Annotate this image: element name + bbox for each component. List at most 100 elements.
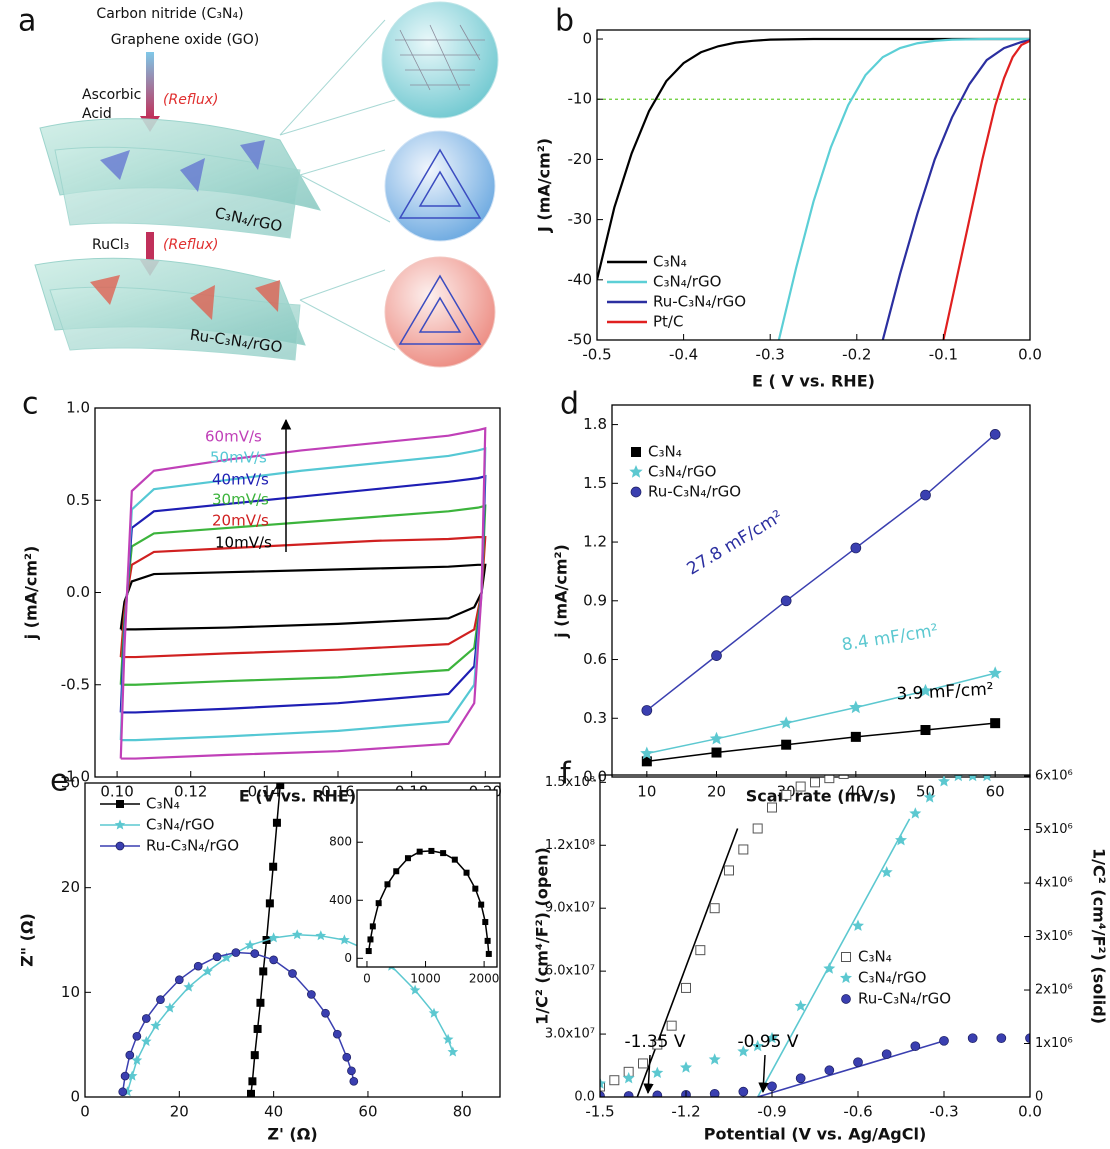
y-tick-label: 0.6	[583, 650, 607, 668]
data-point	[482, 919, 489, 926]
series-label: 60mV/s	[205, 428, 262, 446]
plot-area	[118, 783, 459, 1097]
panel-label: b	[555, 4, 574, 39]
legend-label: C₃N₄	[648, 443, 682, 461]
annotation: -1.35 V	[624, 1032, 685, 1052]
legend-label: C₃N₄/rGO	[858, 969, 926, 987]
data-point	[125, 1050, 135, 1060]
y2-tick-label: 4x10⁶	[1035, 876, 1073, 891]
data-point	[779, 716, 793, 729]
y-axis-title: J (mA/cm²)	[535, 138, 554, 233]
series-line	[121, 951, 355, 1092]
data-point	[823, 962, 836, 974]
y-axis-title: 1/C² (cm⁴/F²) (open)	[533, 847, 552, 1025]
lattice	[398, 274, 482, 345]
data-point	[849, 700, 863, 714]
arrow	[643, 1054, 654, 1095]
x-tick-label: 60	[986, 783, 1005, 801]
condition: (Reflux)	[163, 92, 218, 108]
data-point	[938, 775, 950, 787]
y-tick-label: 1.5	[583, 474, 607, 492]
x-tick-label: 80	[453, 1103, 472, 1121]
data-point	[428, 847, 435, 854]
data-point	[880, 866, 893, 878]
data-point	[349, 1076, 359, 1086]
data-point	[711, 747, 722, 758]
data-point	[600, 1091, 605, 1097]
y-tick-label: -40	[568, 270, 593, 288]
panel-label: c	[22, 387, 39, 422]
x-axis-title: E (V vs. RHE)	[239, 787, 356, 806]
legend-label: C₃N₄	[146, 795, 180, 813]
data-point	[967, 1033, 978, 1044]
data-point	[248, 1077, 257, 1086]
x-axis-title: Z' (Ω)	[267, 1125, 317, 1144]
y-tick-label: 1.8	[583, 415, 607, 433]
data-point	[781, 739, 792, 750]
series-line	[646, 672, 996, 755]
data-point	[751, 1039, 764, 1052]
data-point	[231, 948, 241, 957]
arrow	[146, 232, 154, 262]
x-tick-label: -0.6	[843, 1103, 872, 1121]
data-point	[695, 945, 706, 956]
data-point	[838, 775, 849, 779]
legend-label: Ru-C₃N₄/rGO	[146, 837, 239, 855]
data-point	[118, 1087, 128, 1097]
data-point	[183, 981, 195, 992]
data-point	[810, 777, 820, 788]
series-label: 20mV/s	[212, 512, 269, 530]
data-point	[463, 869, 470, 876]
data-point	[339, 934, 350, 945]
series-label: 40mV/s	[212, 471, 269, 489]
y-tick-label: 20	[61, 878, 80, 896]
data-point	[409, 984, 421, 995]
annotation: 3.9 mF/cm²	[896, 679, 994, 704]
x-tick-label: 40	[264, 1103, 283, 1121]
data-point	[990, 718, 1001, 729]
legend-label: C₃N₄/rGO	[146, 816, 214, 834]
data-point	[724, 865, 734, 876]
y-tick-label: 1.5x10⁸	[545, 775, 595, 790]
data-point	[259, 967, 268, 976]
data-point	[141, 1014, 151, 1023]
precursor: Graphene oxide (GO)	[111, 32, 260, 48]
data-point	[367, 936, 374, 943]
data-point	[711, 650, 722, 661]
data-point	[120, 1071, 130, 1081]
condition: (Reflux)	[163, 237, 218, 253]
data-point	[250, 949, 260, 958]
data-point	[404, 855, 411, 862]
y2-tick-label: 6x10⁶	[1035, 769, 1073, 784]
data-point	[920, 489, 931, 501]
data-point	[288, 969, 297, 978]
x-tick-label: 20	[170, 1103, 189, 1121]
data-point	[268, 932, 279, 943]
y-tick-label: 9.0x10⁷	[545, 901, 595, 916]
y-tick-label: -10	[568, 90, 593, 108]
data-point	[1025, 1033, 1030, 1044]
lattice	[395, 24, 485, 91]
x-tick-label: 0.12	[174, 783, 207, 801]
x-tick-label: 20	[707, 783, 726, 801]
y-axis-title: j (mA/cm²)	[552, 544, 571, 639]
data-point	[641, 756, 652, 767]
data-point	[347, 1066, 356, 1076]
data-point	[920, 725, 931, 736]
data-point	[738, 1086, 749, 1097]
data-point	[850, 731, 861, 742]
data-point	[996, 1033, 1007, 1044]
data-point	[164, 1002, 176, 1013]
data-point	[623, 1091, 634, 1097]
data-point	[393, 868, 400, 875]
legend-marker	[841, 952, 851, 962]
data-point	[193, 961, 203, 971]
flake	[90, 275, 280, 320]
x-tick-label: 0	[80, 1103, 90, 1121]
data-point	[767, 802, 777, 813]
arrow	[758, 1054, 769, 1094]
data-point	[485, 950, 492, 957]
series-line	[942, 39, 1030, 340]
legend-marker	[115, 841, 125, 851]
x-tick-label: -0.3	[756, 346, 785, 364]
